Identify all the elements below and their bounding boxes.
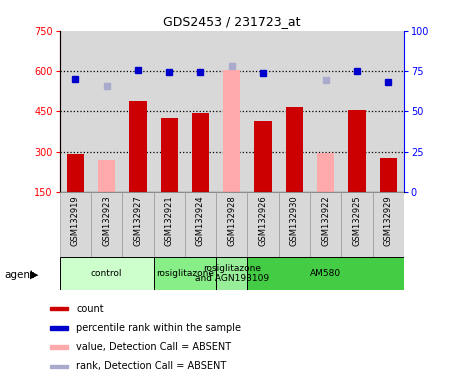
Text: GSM132919: GSM132919 xyxy=(71,195,80,246)
Bar xyxy=(310,192,341,257)
Text: percentile rank within the sample: percentile rank within the sample xyxy=(76,323,241,333)
Bar xyxy=(348,110,365,192)
Text: rank, Detection Call = ABSENT: rank, Detection Call = ABSENT xyxy=(76,361,226,371)
Bar xyxy=(129,101,146,192)
Bar xyxy=(67,154,84,192)
Text: rosiglitazone
and AGN193109: rosiglitazone and AGN193109 xyxy=(195,264,269,283)
Bar xyxy=(50,346,68,349)
Text: GSM132927: GSM132927 xyxy=(134,195,142,246)
Bar xyxy=(341,192,373,257)
Bar xyxy=(91,31,122,192)
Bar xyxy=(247,257,404,290)
Text: GSM132930: GSM132930 xyxy=(290,195,299,246)
Bar xyxy=(247,192,279,257)
Text: ▶: ▶ xyxy=(30,270,39,280)
Bar xyxy=(247,31,279,192)
Text: value, Detection Call = ABSENT: value, Detection Call = ABSENT xyxy=(76,342,231,352)
Text: GSM132928: GSM132928 xyxy=(227,195,236,246)
Text: GSM132929: GSM132929 xyxy=(384,195,393,246)
Bar xyxy=(50,365,68,368)
Bar xyxy=(161,118,178,192)
Bar xyxy=(60,31,91,192)
Bar xyxy=(192,113,209,192)
Text: GSM132921: GSM132921 xyxy=(165,195,174,246)
Bar xyxy=(122,31,154,192)
Bar xyxy=(60,257,154,290)
Text: GSM132922: GSM132922 xyxy=(321,195,330,246)
Bar xyxy=(122,192,154,257)
Title: GDS2453 / 231723_at: GDS2453 / 231723_at xyxy=(163,15,301,28)
Bar xyxy=(154,257,216,290)
Bar xyxy=(223,70,241,192)
Text: GSM132925: GSM132925 xyxy=(353,195,362,246)
Text: control: control xyxy=(91,269,123,278)
Bar xyxy=(154,31,185,192)
Bar xyxy=(279,31,310,192)
Bar xyxy=(373,31,404,192)
Text: count: count xyxy=(76,304,104,314)
Text: rosiglitazone: rosiglitazone xyxy=(156,269,214,278)
Bar xyxy=(216,192,247,257)
Bar xyxy=(154,192,185,257)
Bar xyxy=(310,31,341,192)
Bar xyxy=(216,257,247,290)
Text: AM580: AM580 xyxy=(310,269,341,278)
Bar xyxy=(254,121,272,192)
Bar xyxy=(185,31,216,192)
Bar xyxy=(279,192,310,257)
Bar xyxy=(50,307,68,310)
Text: agent: agent xyxy=(5,270,35,280)
Bar xyxy=(380,159,397,192)
Bar xyxy=(286,107,303,192)
Bar xyxy=(373,192,404,257)
Bar xyxy=(317,153,334,192)
Bar xyxy=(341,31,373,192)
Bar xyxy=(185,192,216,257)
Bar xyxy=(98,160,115,192)
Text: GSM132926: GSM132926 xyxy=(258,195,268,246)
Bar xyxy=(91,192,122,257)
Bar xyxy=(50,326,68,329)
Bar xyxy=(60,192,91,257)
Bar xyxy=(216,31,247,192)
Text: GSM132923: GSM132923 xyxy=(102,195,111,246)
Text: GSM132924: GSM132924 xyxy=(196,195,205,246)
